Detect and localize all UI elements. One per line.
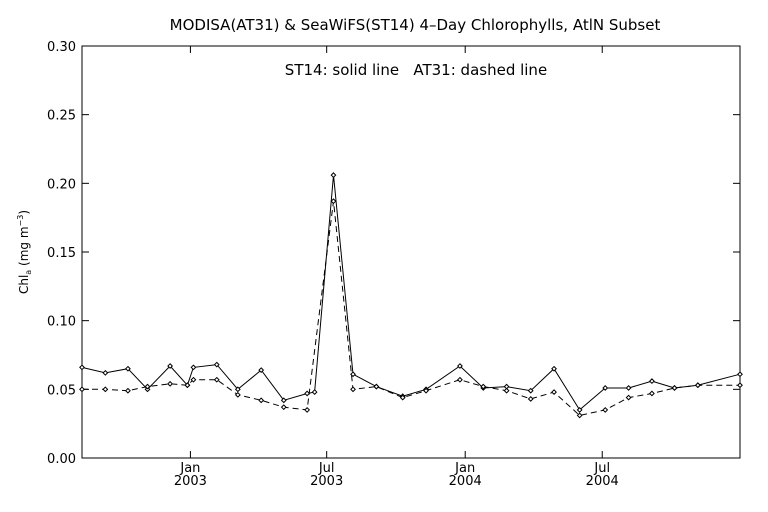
data-point-at31 <box>258 397 265 404</box>
data-point-at31 <box>576 412 583 419</box>
y-axis-label: Chla (mg m−3) <box>16 210 33 294</box>
series-line-at31 <box>82 201 740 416</box>
data-point-st14 <box>330 172 337 179</box>
data-point-st14 <box>258 367 265 374</box>
data-point-st14 <box>304 390 311 397</box>
data-point-at31 <box>457 376 463 383</box>
y-tick-label: 0.10 <box>47 315 76 330</box>
data-point-st14 <box>527 387 534 394</box>
data-point-at31 <box>503 387 510 394</box>
data-point-st14 <box>576 407 583 413</box>
data-point-at31 <box>527 396 534 402</box>
series-layer <box>79 172 743 419</box>
x-tick-label-year: 2004 <box>586 474 619 489</box>
y-axis-label-unit: (mg m <box>17 226 31 269</box>
data-point-st14 <box>551 365 557 372</box>
data-point-at31 <box>423 387 429 394</box>
y-tick-label: 0.15 <box>47 246 76 261</box>
plot-frame <box>81 45 741 459</box>
data-point-st14 <box>737 371 743 378</box>
y-axis-label-main: Chl <box>17 275 31 294</box>
x-tick-label-month: Jan <box>454 461 475 476</box>
data-point-st14 <box>190 364 197 371</box>
data-point-st14 <box>311 389 318 395</box>
data-point-at31 <box>79 386 85 393</box>
data-point-st14 <box>102 369 109 376</box>
x-tick-label-month: Jul <box>593 461 610 476</box>
data-point-at31 <box>304 407 311 413</box>
chart-title: MODISA(AT31) & SeaWiFS(ST14) 4–Day Chlor… <box>170 16 661 34</box>
data-point-at31 <box>625 394 632 401</box>
data-point-at31 <box>280 404 287 411</box>
data-point-st14 <box>234 386 241 393</box>
data-point-at31 <box>184 382 191 389</box>
data-point-st14 <box>167 363 173 369</box>
data-point-at31 <box>480 383 487 390</box>
data-point-at31 <box>213 376 220 383</box>
series-line-st14 <box>81 175 741 411</box>
data-point-st14 <box>602 385 609 391</box>
data-point-at31 <box>373 383 380 390</box>
data-point-st14 <box>213 361 220 368</box>
y-axis-label-unit-close: ) <box>17 210 31 215</box>
data-point-st14 <box>649 378 655 385</box>
data-point-at31 <box>737 382 743 389</box>
data-point-at31 <box>167 380 173 387</box>
data-point-at31 <box>350 386 356 393</box>
data-point-at31 <box>234 391 241 398</box>
x-tick-label-year: 2003 <box>310 474 343 489</box>
x-tick-label-year: 2003 <box>174 474 207 489</box>
y-tick-label: 0.20 <box>47 177 76 192</box>
x-tick-label-month: Jul <box>318 461 335 476</box>
data-point-st14 <box>280 397 287 404</box>
data-point-at31 <box>649 390 655 397</box>
data-point-st14 <box>457 363 463 369</box>
data-point-at31 <box>399 394 406 401</box>
data-point-at31 <box>694 382 701 389</box>
data-point-at31 <box>125 387 131 394</box>
data-point-st14 <box>125 365 131 372</box>
data-point-at31 <box>102 386 109 393</box>
y-tick-label: 0.30 <box>47 40 76 55</box>
data-point-at31 <box>551 389 557 395</box>
data-point-at31 <box>330 198 337 205</box>
y-axis-label-unit-exponent: −3 <box>16 215 25 227</box>
x-tick-label-year: 2004 <box>449 474 482 489</box>
y-tick-label: 0.05 <box>47 383 76 398</box>
y-axis: 0.00 0.05 0.10 0.15 0.20 0.25 0.30 <box>47 40 740 467</box>
data-point-st14 <box>79 364 85 371</box>
data-point-at31 <box>144 383 151 390</box>
data-point-st14 <box>625 385 632 391</box>
data-point-at31 <box>190 376 197 383</box>
legend-annotation: ST14: solid line AT31: dashed line <box>285 61 547 79</box>
y-tick-label: 0.25 <box>47 109 76 124</box>
data-point-at31 <box>602 407 609 413</box>
data-point-at31 <box>671 385 678 391</box>
x-tick-label-month: Jan <box>179 461 200 476</box>
y-tick-label: 0.00 <box>47 452 76 467</box>
y-axis-label-subscript: a <box>24 270 33 275</box>
